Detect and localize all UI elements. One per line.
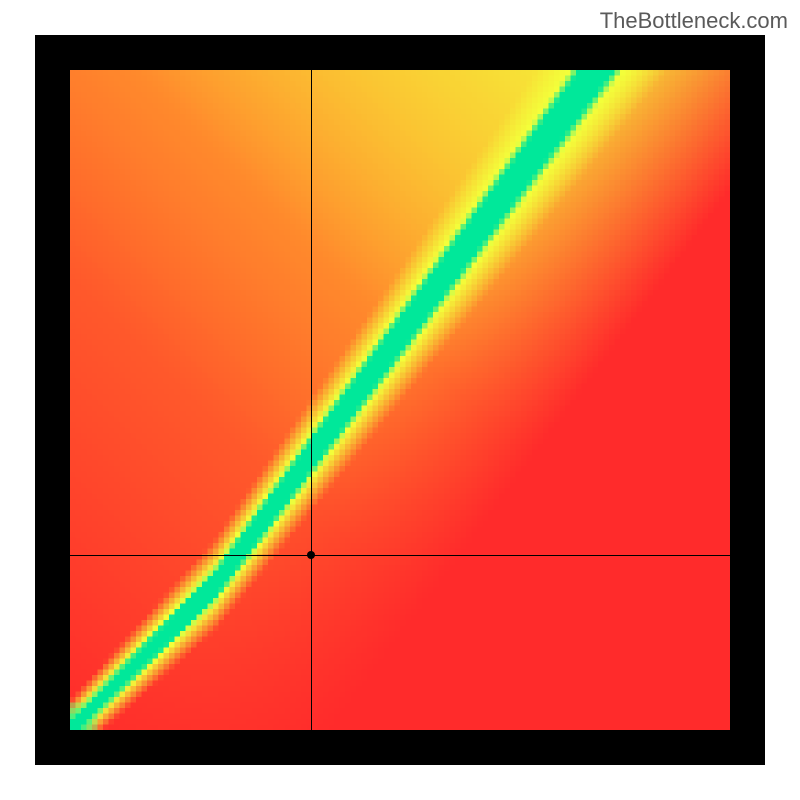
watermark-text: TheBottleneck.com <box>600 8 788 34</box>
heatmap-canvas <box>70 70 730 730</box>
crosshair-vertical <box>311 70 312 730</box>
outer-frame <box>35 35 765 765</box>
crosshair-horizontal <box>70 555 730 556</box>
marker-dot <box>307 551 315 559</box>
heatmap-plot <box>70 70 730 730</box>
chart-container: TheBottleneck.com <box>0 0 800 800</box>
